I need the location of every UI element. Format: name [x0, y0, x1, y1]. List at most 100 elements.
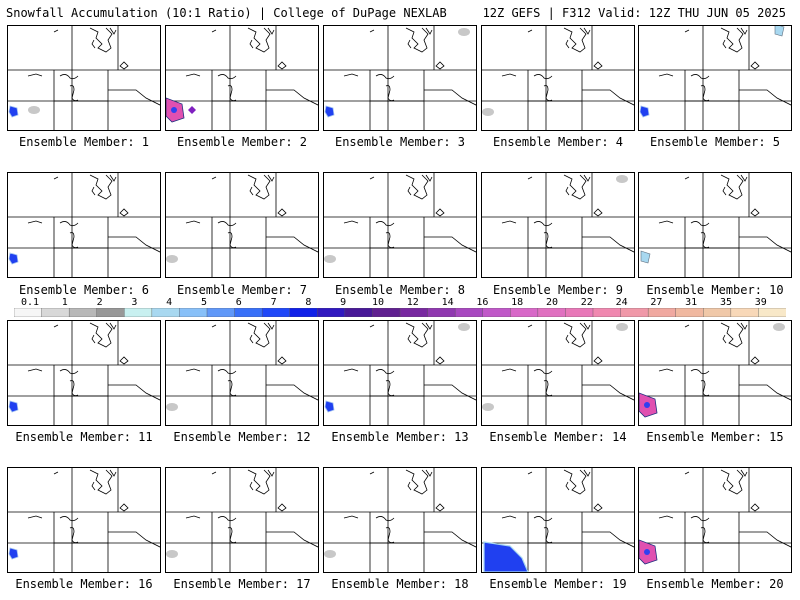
- colorbar-tick-label: 4: [166, 297, 173, 308]
- colorbar-swatch: [96, 308, 125, 317]
- ensemble-member-label: Ensemble Member: 19: [489, 577, 627, 591]
- colorbar-swatch: [592, 308, 622, 317]
- colorbar-swatch: [14, 308, 43, 317]
- snowfall-colorbar: [14, 308, 786, 317]
- colorbar-swatch: [565, 308, 594, 317]
- colorbar-tick-label: 20: [545, 297, 559, 308]
- basemap: [8, 468, 160, 572]
- ensemble-map-panel: [165, 467, 319, 573]
- ensemble-map-panel: [638, 25, 792, 131]
- colorbar-swatch: [206, 308, 236, 317]
- basemap: [8, 321, 160, 425]
- colorbar-swatch: [151, 308, 181, 317]
- map-title: Snowfall Accumulation (10:1 Ratio) | Col…: [6, 6, 447, 20]
- ensemble-map-panel: [638, 467, 792, 573]
- colorbar-tick-label: 12: [406, 297, 419, 308]
- colorbar-swatch: [261, 308, 291, 317]
- colorbar-tick-label: 27: [650, 297, 663, 308]
- colorbar-swatch: [537, 308, 567, 317]
- ensemble-map-panel: [323, 172, 477, 278]
- ensemble-map-panel: [481, 172, 635, 278]
- ensemble-map-panel: [165, 320, 319, 426]
- colorbar-swatch: [730, 308, 760, 317]
- colorbar-tick-label: 14: [441, 297, 454, 308]
- colorbar-swatch: [482, 308, 511, 317]
- colorbar-swatch: [41, 308, 70, 317]
- basemap: [639, 468, 791, 572]
- colorbar-swatch: [372, 308, 401, 317]
- basemap: [8, 173, 160, 277]
- ensemble-member-label: Ensemble Member: 8: [334, 283, 466, 297]
- ensemble-member-label: Ensemble Member: 13: [331, 430, 469, 444]
- ensemble-member-label: Ensemble Member: 6: [18, 283, 150, 297]
- basemap: [324, 173, 476, 277]
- colorbar-tick-label: 22: [580, 297, 593, 308]
- basemap: [8, 26, 160, 130]
- colorbar-swatch: [68, 308, 98, 317]
- colorbar-swatch: [427, 308, 456, 317]
- ensemble-member-label: Ensemble Member: 16: [15, 577, 153, 591]
- ensemble-member-label: Ensemble Member: 11: [15, 430, 153, 444]
- ensemble-member-label: Ensemble Member: 20: [646, 577, 784, 591]
- colorbar-swatch: [234, 308, 263, 317]
- ensemble-map-panel: [323, 25, 477, 131]
- basemap: [166, 26, 318, 130]
- ensemble-member-label: Ensemble Member: 17: [173, 577, 311, 591]
- colorbar-swatch: [124, 308, 153, 317]
- basemap: [639, 173, 791, 277]
- ensemble-map-panel: [481, 467, 635, 573]
- ensemble-map-panel: [481, 320, 635, 426]
- colorbar-tick-label: 18: [511, 297, 524, 308]
- basemap: [482, 173, 634, 277]
- ensemble-member-label: Ensemble Member: 14: [489, 430, 627, 444]
- basemap: [639, 321, 791, 425]
- basemap: [482, 321, 634, 425]
- colorbar-tick-label: 1: [61, 297, 68, 308]
- ensemble-map-panel: [638, 320, 792, 426]
- ensemble-map-panel: [323, 320, 477, 426]
- ensemble-map-panel: [323, 467, 477, 573]
- ensemble-member-label: Ensemble Member: 4: [492, 135, 624, 149]
- ensemble-map-panel: [7, 25, 161, 131]
- colorbar-swatch: [317, 308, 346, 317]
- ensemble-member-label: Ensemble Member: 7: [176, 283, 308, 297]
- colorbar-swatch: [289, 308, 318, 317]
- basemap: [166, 173, 318, 277]
- ensemble-member-label: Ensemble Member: 2: [176, 135, 308, 149]
- colorbar-tick-label: 7: [270, 297, 277, 308]
- colorbar-tick-label: 8: [305, 297, 312, 308]
- ensemble-member-label: Ensemble Member: 1: [18, 135, 150, 149]
- colorbar-swatch: [703, 308, 732, 317]
- basemap: [324, 26, 476, 130]
- basemap: [324, 468, 476, 572]
- colorbar-tick-label: 16: [476, 297, 489, 308]
- ensemble-member-label: Ensemble Member: 9: [492, 283, 624, 297]
- colorbar-swatch: [647, 308, 677, 317]
- colorbar-tick-label: 39: [754, 297, 767, 308]
- ensemble-map-panel: [7, 172, 161, 278]
- colorbar-swatch: [620, 308, 649, 317]
- ensemble-map-panel: [7, 320, 161, 426]
- basemap: [482, 468, 634, 572]
- colorbar-tick-label: 3: [131, 297, 138, 308]
- colorbar-swatch: [675, 308, 704, 317]
- ensemble-map-panel: [165, 25, 319, 131]
- basemap: [166, 468, 318, 572]
- basemap: [639, 26, 791, 130]
- ensemble-member-label: Ensemble Member: 15: [646, 430, 784, 444]
- colorbar-tick-label: 5: [200, 297, 208, 308]
- basemap: [324, 321, 476, 425]
- colorbar-tick-label: 31: [685, 297, 698, 308]
- colorbar-tick-label: 24: [615, 297, 628, 308]
- colorbar-swatch: [454, 308, 484, 317]
- ensemble-member-label: Ensemble Member: 10: [646, 283, 784, 297]
- ensemble-member-label: Ensemble Member: 3: [334, 135, 466, 149]
- ensemble-map-panel: [165, 172, 319, 278]
- colorbar-tick-label: 35: [719, 297, 733, 308]
- ensemble-member-label: Ensemble Member: 12: [173, 430, 311, 444]
- model-run-info: 12Z GEFS | F312 Valid: 12Z THU JUN 05 20…: [482, 6, 786, 20]
- colorbar-tick-label: 9: [340, 297, 347, 308]
- basemap: [166, 321, 318, 425]
- colorbar-swatch: [399, 308, 429, 317]
- basemap: [482, 26, 634, 130]
